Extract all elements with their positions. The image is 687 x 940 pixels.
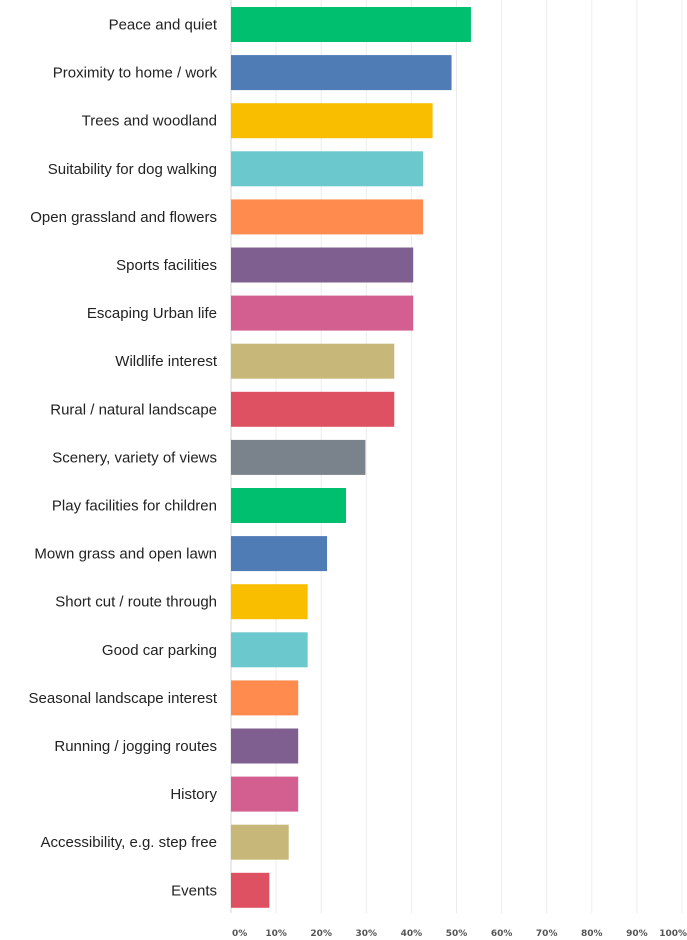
category-label: Good car parking: [102, 642, 217, 659]
bar: [231, 247, 414, 283]
category-label: Escaping Urban life: [87, 305, 217, 322]
category-label: History: [170, 786, 217, 803]
x-tick-label: 10%: [265, 929, 287, 939]
x-tick-label: 30%: [356, 929, 378, 939]
bar: [231, 391, 395, 427]
x-tick-label: 20%: [310, 929, 332, 939]
bar: [231, 439, 366, 475]
bar: [231, 343, 395, 379]
bar: [231, 7, 471, 42]
bar: [231, 824, 289, 860]
x-tick-label: 90%: [626, 929, 648, 939]
category-label: Peace and quiet: [109, 17, 218, 34]
category-label: Suitability for dog walking: [48, 161, 217, 178]
x-tick-label: 0%: [232, 929, 247, 939]
bar: [231, 488, 347, 523]
x-tick-label: 60%: [491, 929, 513, 939]
category-label: Rural / natural landscape: [50, 401, 217, 418]
category-labels: Peace and quiet Proximity to home / work T…: [29, 17, 218, 900]
bar: [231, 728, 299, 764]
bar: [231, 872, 270, 908]
category-label: Trees and woodland: [82, 113, 217, 130]
x-axis-ticks: 0% 10% 20% 30% 40% 50% 60% 70% 80% 90% 100%: [232, 929, 687, 939]
x-tick-label: 50%: [446, 929, 468, 939]
category-label: Sports facilities: [116, 257, 217, 274]
bar: [231, 55, 452, 91]
bars: [231, 7, 471, 908]
category-label: Running / jogging routes: [54, 738, 217, 755]
bar: [231, 680, 299, 716]
bar: [231, 103, 433, 139]
category-label: Seasonal landscape interest: [29, 690, 218, 707]
x-tick-label: 80%: [581, 929, 603, 939]
bar: [231, 295, 414, 331]
x-tick-label: 100%: [659, 929, 687, 939]
category-label: Proximity to home / work: [53, 65, 218, 82]
category-label: Events: [171, 882, 217, 899]
category-label: Scenery, variety of views: [52, 449, 217, 466]
bar: [231, 584, 308, 620]
bar: [231, 151, 424, 187]
category-label: Mown grass and open lawn: [34, 546, 217, 563]
bar: [231, 199, 424, 235]
category-label: Play facilities for children: [52, 498, 217, 515]
category-label: Short cut / route through: [55, 594, 217, 611]
category-label: Open grassland and flowers: [30, 209, 217, 226]
bar: [231, 776, 299, 812]
x-tick-label: 40%: [401, 929, 423, 939]
bar: [231, 632, 308, 668]
category-label: Wildlife interest: [115, 353, 218, 370]
x-tick-label: 70%: [536, 929, 558, 939]
category-label: Accessibility, e.g. step free: [41, 834, 217, 851]
bar: [231, 536, 328, 572]
